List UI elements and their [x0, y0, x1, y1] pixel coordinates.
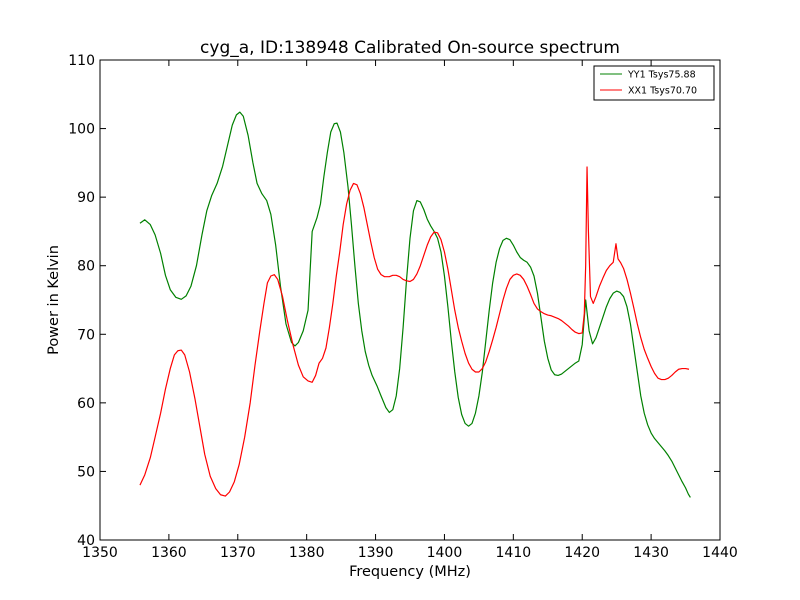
- legend: YY1 Tsys75.88 XX1 Tsys70.70: [593, 65, 715, 101]
- x-tick-label: 1400: [427, 545, 463, 561]
- x-tick-label: 1430: [633, 545, 669, 561]
- x-tick-label: 1390: [358, 545, 394, 561]
- plot-area: 1350 1360 1370 1380 1390 1400 1410 1420 1430 1440…: [68, 53, 738, 561]
- y-tick-label: 100: [68, 122, 95, 138]
- x-tick-label: 1440: [702, 545, 738, 561]
- y-axis: 40 50 60 70 80 90 100 110: [68, 53, 720, 549]
- chart-title: cyg_a, ID:138948 Calibrated On-source sp…: [200, 38, 620, 58]
- legend-label-xx1: XX1 Tsys70.70: [628, 86, 697, 97]
- x-tick-label: 1350: [82, 545, 118, 561]
- y-tick-label: 70: [77, 327, 95, 343]
- y-tick-label: 50: [77, 464, 95, 480]
- y-axis-label: Power in Kelvin: [46, 245, 62, 355]
- y-tick-label: 90: [77, 190, 95, 206]
- legend-box: [593, 65, 715, 101]
- series-layer: [139, 111, 691, 498]
- y-tick-label: 60: [77, 396, 95, 412]
- x-axis: 1350 1360 1370 1380 1390 1400 1410 1420 1430 1440: [82, 60, 738, 561]
- legend-label-yy1: YY1 Tsys75.88: [627, 70, 696, 81]
- x-axis-label: Frequency (MHz): [349, 564, 471, 580]
- y-tick-label: 80: [77, 259, 95, 275]
- x-tick-label: 1370: [220, 545, 256, 561]
- axes-background: [100, 60, 720, 540]
- x-tick-label: 1410: [496, 545, 532, 561]
- y-tick-label: 110: [68, 53, 95, 69]
- x-tick-label: 1380: [289, 545, 325, 561]
- y-tick-label: 40: [77, 533, 95, 549]
- axes-frame: [99, 59, 721, 541]
- series-line-yy1: [139, 111, 691, 498]
- x-tick-label: 1360: [151, 545, 187, 561]
- x-tick-label: 1420: [564, 545, 600, 561]
- series-line-xx1: [139, 166, 690, 497]
